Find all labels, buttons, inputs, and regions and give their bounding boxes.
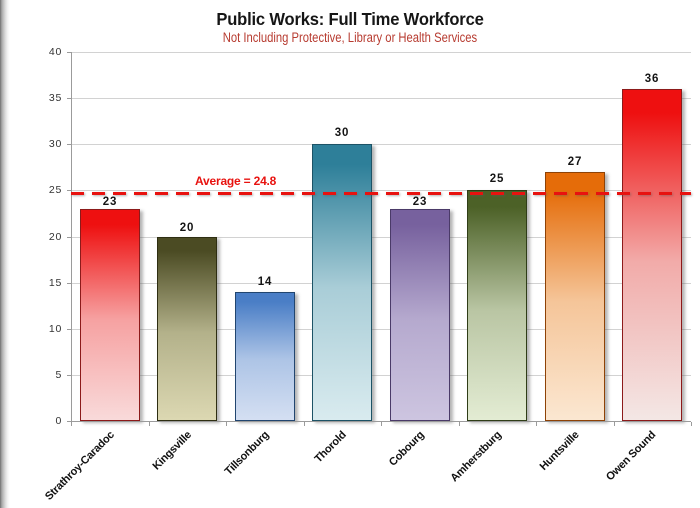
bar-value-label: 20 — [179, 222, 195, 234]
bar-value-label: 36 — [644, 73, 660, 85]
y-tick-30 — [67, 144, 71, 145]
y-tick-10 — [67, 329, 71, 330]
gridline-40 — [71, 52, 691, 53]
y-tick-15 — [67, 283, 71, 284]
y-axis-label-10: 10 — [48, 323, 62, 335]
y-axis-line — [71, 52, 72, 426]
x-axis-label: Huntsville — [537, 429, 582, 473]
y-tick-0 — [67, 421, 71, 422]
bar-amherstburg — [467, 190, 527, 421]
x-tick-4 — [381, 422, 382, 426]
bar-huntsville — [545, 172, 605, 421]
x-axis-label: Amherstburg — [448, 429, 504, 485]
y-axis-label-5: 5 — [55, 369, 62, 381]
x-axis-label: Tillsonburg — [222, 429, 272, 478]
average-line — [71, 192, 691, 195]
y-axis-label-15: 15 — [48, 277, 62, 289]
y-axis-label-40: 40 — [48, 46, 62, 58]
bar-value-label: 30 — [334, 127, 350, 139]
page-left-edge-shading — [0, 0, 10, 508]
x-tick-3 — [304, 422, 305, 426]
y-tick-40 — [67, 52, 71, 53]
bar-thorold — [312, 144, 372, 421]
y-tick-20 — [67, 237, 71, 238]
x-axis-label: Kingsville — [150, 429, 194, 473]
bar-value-label: 23 — [102, 196, 118, 208]
x-axis-label: Owen Sound — [604, 429, 659, 484]
gridline-25 — [71, 190, 691, 191]
bar-value-label: 23 — [412, 196, 428, 208]
gridline-30 — [71, 144, 691, 145]
chart-title: Public Works: Full Time Workforce — [216, 9, 484, 29]
y-axis-label-25: 25 — [48, 184, 62, 196]
gridline-10 — [71, 329, 691, 330]
x-tick-5 — [459, 422, 460, 426]
x-tick-2 — [226, 422, 227, 426]
gridline-5 — [71, 375, 691, 376]
gridline-15 — [71, 283, 691, 284]
x-tick-7 — [614, 422, 615, 426]
y-axis-label-30: 30 — [48, 138, 62, 150]
y-axis-label-0: 0 — [55, 415, 62, 427]
bar-value-label: 27 — [567, 156, 583, 168]
gridline-20 — [71, 237, 691, 238]
x-axis-label: Strathroy-Caradoc — [42, 429, 117, 503]
x-tick-8 — [691, 422, 692, 426]
y-axis-label-20: 20 — [48, 231, 62, 243]
gridline-35 — [71, 98, 691, 99]
y-tick-5 — [67, 375, 71, 376]
x-axis-label: Thorold — [312, 429, 349, 466]
bar-tillsonburg — [235, 292, 295, 421]
x-axis-line — [71, 421, 691, 422]
bar-value-label: 25 — [489, 173, 505, 185]
bar-owen-sound — [622, 89, 682, 421]
bar-strathroy-caradoc — [80, 209, 140, 421]
chart-subtitle: Not Including Protective, Library or Hea… — [222, 30, 478, 45]
x-tick-1 — [149, 422, 150, 426]
x-tick-6 — [536, 422, 537, 426]
y-tick-25 — [67, 190, 71, 191]
y-axis-label-35: 35 — [48, 92, 62, 104]
bar-kingsville — [157, 237, 217, 421]
bar-value-label: 14 — [257, 276, 273, 288]
y-tick-35 — [67, 98, 71, 99]
average-line-label: Average = 24.8 — [195, 174, 277, 188]
bar-cobourg — [390, 209, 450, 421]
x-axis-label: Cobourg — [386, 429, 427, 469]
